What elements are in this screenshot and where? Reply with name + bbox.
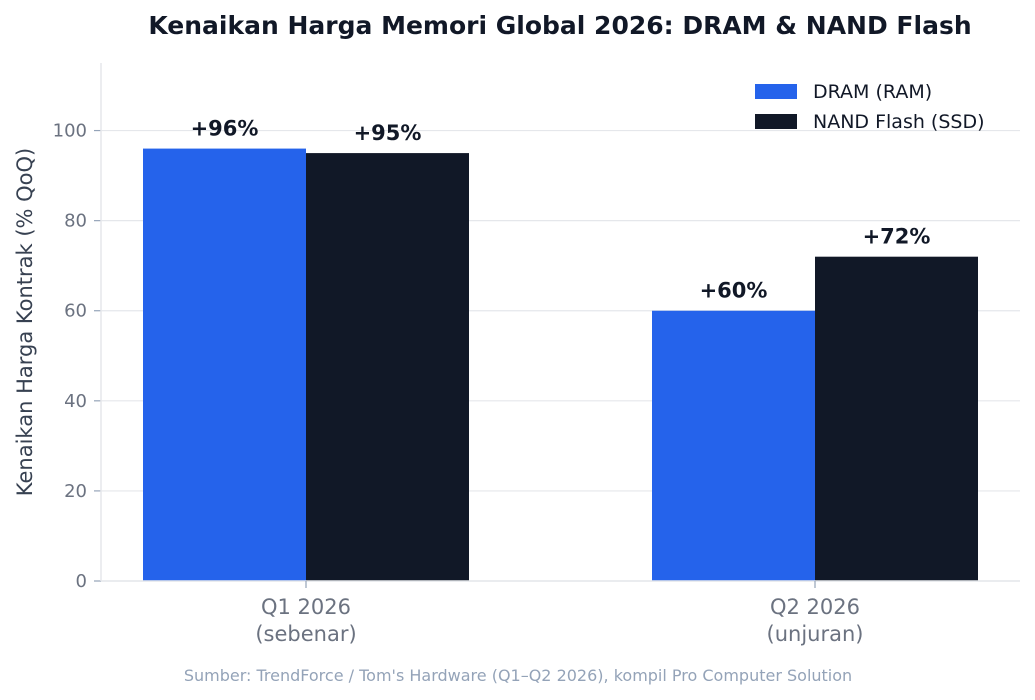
bar-dram: [652, 310, 815, 581]
chart-title: Kenaikan Harga Memori Global 2026: DRAM …: [148, 11, 971, 40]
y-tick-label: 60: [64, 301, 87, 322]
y-axis-ticks: 0 20 40 60 80 100: [53, 121, 101, 592]
data-label: +60%: [700, 279, 768, 303]
bar-nand: [815, 256, 978, 581]
y-tick-label: 40: [64, 391, 87, 412]
x-tick-label: Q1 2026: [261, 595, 351, 619]
bar-dram: [143, 148, 306, 581]
legend-swatch: [755, 114, 797, 129]
y-tick-label: 20: [64, 481, 87, 502]
legend-swatch: [755, 84, 797, 99]
axes: [100, 63, 1020, 582]
y-tick-label: 100: [53, 121, 87, 142]
legend-label: DRAM (RAM): [813, 81, 932, 103]
x-tick-label: (sebenar): [255, 622, 356, 646]
data-labels: +96% +95% +60% +72%: [191, 117, 931, 303]
x-tick-label: (unjuran): [767, 622, 864, 646]
legend-label: NAND Flash (SSD): [813, 111, 985, 133]
y-axis-label: Kenaikan Harga Kontrak (% QoQ): [13, 148, 37, 496]
legend: DRAM (RAM) NAND Flash (SSD): [755, 81, 985, 133]
x-tick-label: Q2 2026: [770, 595, 860, 619]
x-axis-ticks: Q1 2026 (sebenar) Q2 2026 (unjuran): [255, 581, 863, 646]
data-label: +95%: [354, 121, 422, 145]
y-tick-label: 80: [64, 211, 87, 232]
data-label: +72%: [863, 225, 931, 249]
bars: [143, 148, 978, 581]
bar-nand: [306, 153, 469, 581]
y-tick-label: 0: [76, 571, 87, 592]
data-label: +96%: [191, 117, 259, 141]
source-note: Sumber: TrendForce / Tom's Hardware (Q1–…: [184, 666, 852, 685]
